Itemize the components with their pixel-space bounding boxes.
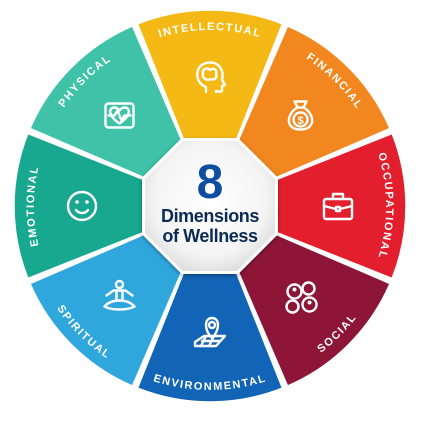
brain-head-icon — [196, 61, 227, 94]
center-octagon — [142, 138, 278, 274]
meditation-icon — [103, 279, 136, 311]
location-map-icon — [193, 316, 227, 348]
label-emotional: EMOTIONAL — [25, 164, 42, 247]
center-badge: 8 Dimensions of Wellness — [142, 138, 278, 274]
center-number: 8 — [197, 156, 224, 209]
people-network-icon — [285, 281, 318, 314]
money-bag-icon: $ — [287, 100, 314, 131]
center-title-line-1: Dimensions — [161, 206, 259, 226]
briefcase-icon — [322, 192, 354, 221]
heart-monitor-icon — [104, 102, 135, 129]
svg-text:$: $ — [297, 115, 303, 127]
smiley-face-icon — [66, 190, 98, 222]
center-title-line-2: of Wellness — [162, 226, 258, 246]
